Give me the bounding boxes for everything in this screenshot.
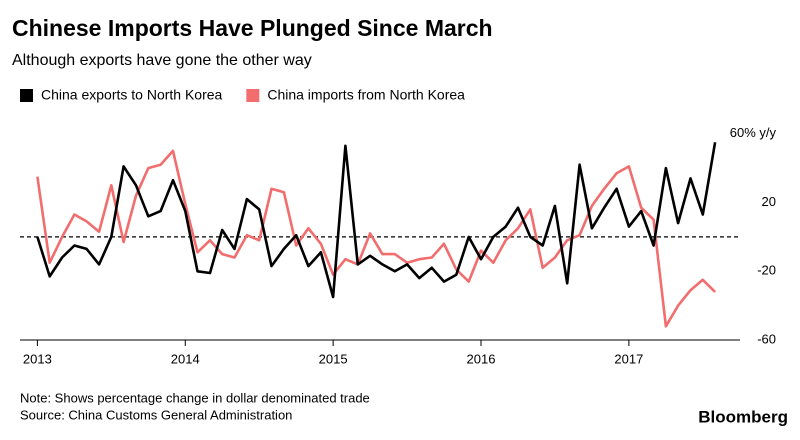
- chart-subtitle: Although exports have gone the other way: [12, 52, 312, 69]
- chart-title: Chinese Imports Have Plunged Since March: [12, 15, 493, 41]
- legend-swatch: [246, 89, 260, 102]
- y-tick-label: 60% y/y: [730, 125, 777, 140]
- y-tick-label: 20: [762, 194, 776, 209]
- x-tick-label: 2013: [23, 351, 52, 366]
- y-tick-label: -60: [757, 331, 776, 346]
- legend-label: China exports to North Korea: [41, 87, 223, 103]
- series-line: [36, 149, 717, 328]
- x-tick-label: 2015: [319, 351, 348, 366]
- legend-label: China imports from North Korea: [267, 87, 465, 103]
- x-tick-label: 2016: [467, 351, 496, 366]
- source: Source: China Customs General Administra…: [20, 407, 292, 422]
- x-tick-label: 2014: [171, 351, 200, 366]
- brand: Bloomberg: [698, 407, 788, 426]
- series-line: [36, 142, 717, 299]
- note: Note: Shows percentage change in dollar …: [20, 390, 370, 405]
- x-tick-label: 2017: [614, 351, 643, 366]
- legend-swatch: [20, 89, 33, 102]
- y-tick-label: -20: [757, 263, 776, 278]
